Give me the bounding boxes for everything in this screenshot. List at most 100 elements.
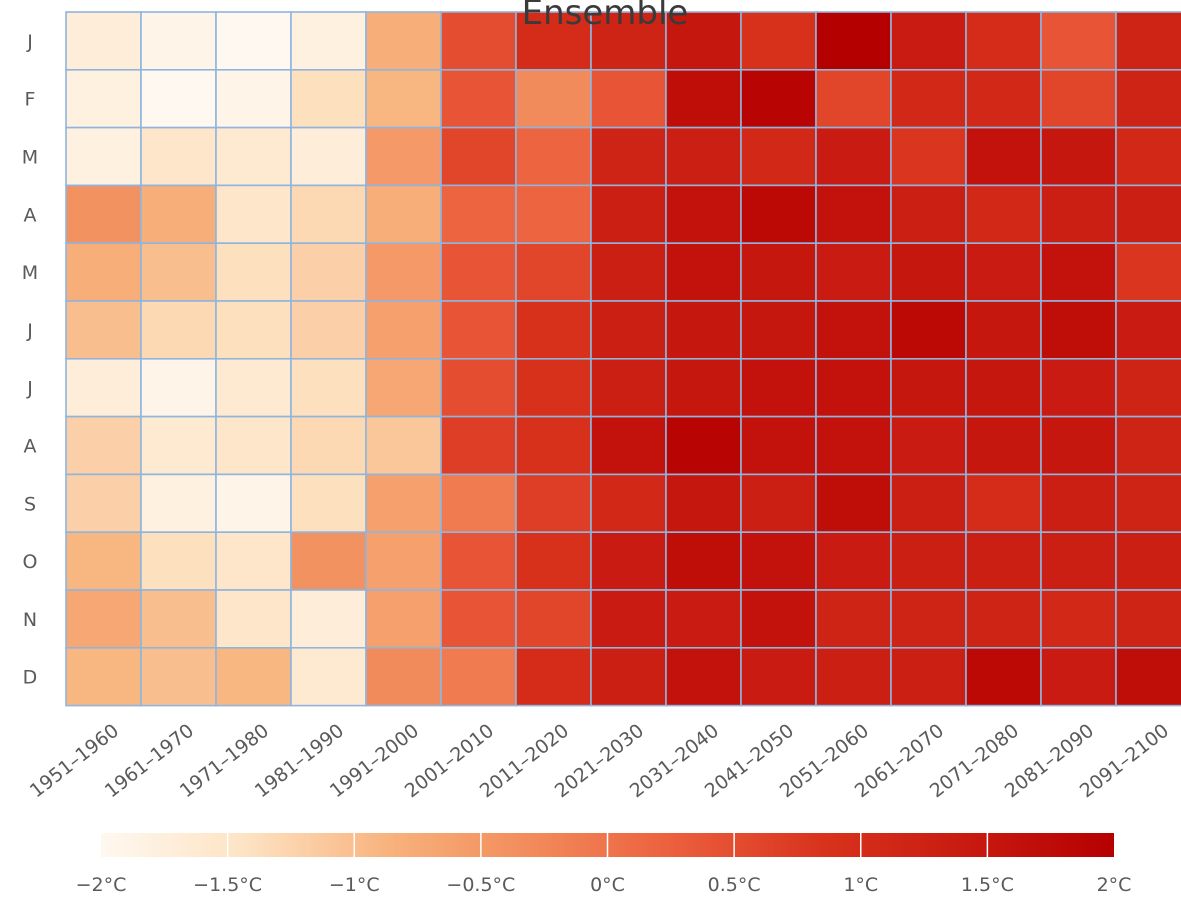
heatmap-cell: [440, 473, 517, 533]
heatmap-cell: [215, 126, 292, 187]
heatmap-cell: [365, 184, 442, 244]
heatmap-cell: [365, 589, 442, 649]
heatmap-cell: [290, 357, 367, 418]
heatmap-cell: [515, 589, 592, 649]
heatmap-cell: [290, 415, 367, 476]
heatmap-cell: [365, 300, 442, 360]
heatmap-cell: [365, 126, 442, 187]
heatmap-cell: [515, 415, 592, 476]
heatmap-cell: [665, 184, 742, 244]
heatmap-cell: [1040, 646, 1117, 707]
color-scale-tick-label: 1°C: [843, 874, 878, 896]
heatmap-cell: [590, 300, 667, 360]
heatmap-cell: [965, 357, 1042, 418]
heatmap-cell: [740, 126, 817, 187]
heatmap-cell: [1040, 126, 1117, 187]
heatmap-cell: [815, 415, 892, 476]
color-scale-tick-label: 2°C: [1097, 874, 1132, 896]
color-scale-tick-label: 1.5°C: [961, 874, 1014, 896]
heatmap-cell: [515, 242, 592, 302]
heatmap-cell: [215, 184, 292, 244]
heatmap-cell: [965, 531, 1042, 591]
heatmap-cell: [140, 126, 217, 187]
heatmap-cell: [140, 589, 217, 649]
heatmap-cell: [440, 531, 517, 591]
heatmap-cell: [590, 126, 667, 187]
heatmap-cell: [440, 184, 517, 244]
heatmap-cell: [890, 300, 967, 360]
heatmap-cell: [215, 415, 292, 476]
heatmap-cell: [365, 531, 442, 591]
heatmap-cell: [65, 11, 142, 71]
heatmap-cell: [290, 184, 367, 244]
heatmap-cell: [665, 357, 742, 418]
heatmap-cell: [290, 589, 367, 649]
color-scale-tick-label: −0.5°C: [446, 874, 515, 896]
y-tick-label: A: [24, 436, 37, 458]
heatmap-cell: [65, 473, 142, 533]
heatmap-cell: [815, 300, 892, 360]
heatmap-cell: [1040, 357, 1117, 418]
heatmap-cell: [590, 473, 667, 533]
heatmap-cell: [890, 473, 967, 533]
heatmap-cell: [740, 11, 817, 71]
heatmap-cell: [140, 531, 217, 591]
color-scale-labels: −2°C −1.5°C −1°C −0.5°C 0°C 0.5°C 1°C 1.5°C 2°C: [76, 874, 1132, 896]
heatmap-cell: [1115, 184, 1181, 244]
heatmap-cell: [290, 473, 367, 533]
heatmap-cell: [590, 646, 667, 707]
heatmap-cell: [1040, 473, 1117, 533]
heatmap-cell: [515, 300, 592, 360]
heatmap-cell: [440, 589, 517, 649]
heatmap-cell: [815, 589, 892, 649]
heatmap-cell: [1115, 589, 1181, 649]
heatmap-cell: [440, 415, 517, 476]
color-scale-tick-label: −1.5°C: [193, 874, 262, 896]
heatmap-cell: [1115, 11, 1181, 71]
heatmap-cell: [215, 531, 292, 591]
heatmap-cell: [965, 300, 1042, 360]
heatmap-cell: [215, 646, 292, 707]
heatmap-cell: [1040, 300, 1117, 360]
heatmap-cell: [65, 646, 142, 707]
heatmap-cell: [140, 69, 217, 129]
heatmap-cell: [965, 589, 1042, 649]
heatmap-cell: [365, 473, 442, 533]
heatmap-cell: [1040, 69, 1117, 129]
heatmap-cell: [215, 69, 292, 129]
heatmap-cell: [290, 531, 367, 591]
heatmap-cells: [65, 11, 1181, 707]
heatmap-cell: [590, 589, 667, 649]
y-tick-label: O: [23, 551, 38, 573]
heatmap-cell: [215, 242, 292, 302]
heatmap-cell: [140, 184, 217, 244]
y-tick-label: N: [23, 609, 37, 631]
heatmap-cell: [515, 11, 592, 71]
heatmap-cell: [440, 357, 517, 418]
heatmap-cell: [440, 242, 517, 302]
heatmap-cell: [890, 415, 967, 476]
heatmap-cell: [965, 646, 1042, 707]
heatmap-cell: [665, 589, 742, 649]
heatmap-cell: [440, 11, 517, 71]
heatmap-cell: [65, 415, 142, 476]
color-scale-tick-label: −2°C: [76, 874, 127, 896]
heatmap-cell: [440, 646, 517, 707]
heatmap-cell: [290, 126, 367, 187]
color-scale-tick-label: −1°C: [329, 874, 380, 896]
heatmap-cell: [1115, 415, 1181, 476]
heatmap-cell: [65, 242, 142, 302]
heatmap-cell: [665, 531, 742, 591]
heatmap-cell: [1040, 589, 1117, 649]
heatmap-cell: [515, 126, 592, 187]
heatmap-cell: [1040, 242, 1117, 302]
heatmap-cell: [65, 300, 142, 360]
heatmap-cell: [365, 242, 442, 302]
heatmap-cell: [815, 473, 892, 533]
heatmap-cell: [140, 357, 217, 418]
heatmap-cell: [65, 357, 142, 418]
heatmap-cell: [665, 69, 742, 129]
color-scale-tick-label: 0°C: [590, 874, 625, 896]
heatmap-cell: [815, 184, 892, 244]
